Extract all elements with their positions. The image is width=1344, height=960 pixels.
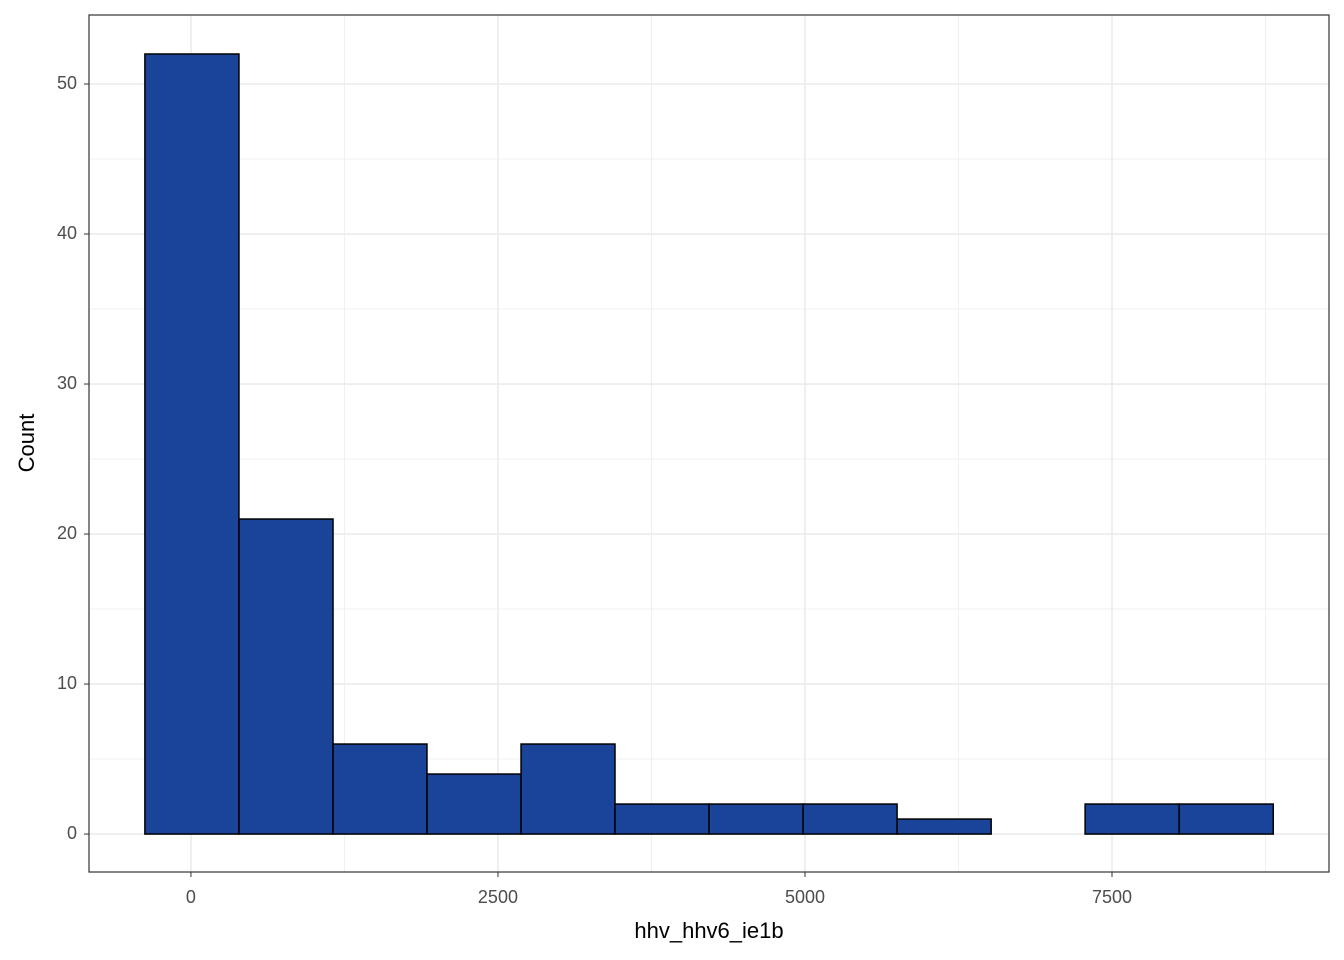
x-tick-label: 5000	[785, 887, 825, 907]
y-tick-label: 20	[57, 523, 77, 543]
y-tick-label: 30	[57, 373, 77, 393]
bar	[1178, 803, 1274, 835]
x-tick-label: 0	[186, 887, 196, 907]
y-tick-label: 10	[57, 673, 77, 693]
x-tick-label: 7500	[1092, 887, 1132, 907]
y-tick-label: 50	[57, 73, 77, 93]
bar	[708, 803, 804, 835]
bar	[802, 803, 898, 835]
bar	[1084, 803, 1180, 835]
y-tick-label: 0	[67, 823, 77, 843]
bar	[614, 803, 710, 835]
y-tick-label: 40	[57, 223, 77, 243]
bar	[144, 53, 240, 835]
plot-border	[88, 14, 1330, 873]
bar	[238, 518, 334, 835]
y-axis-title: Count	[14, 414, 39, 473]
x-tick-label: 2500	[478, 887, 518, 907]
x-axis-title: hhv_hhv6_ie1b	[634, 918, 783, 943]
bar	[896, 818, 992, 835]
bar	[332, 743, 428, 835]
bar	[426, 773, 522, 835]
bar	[520, 743, 616, 835]
